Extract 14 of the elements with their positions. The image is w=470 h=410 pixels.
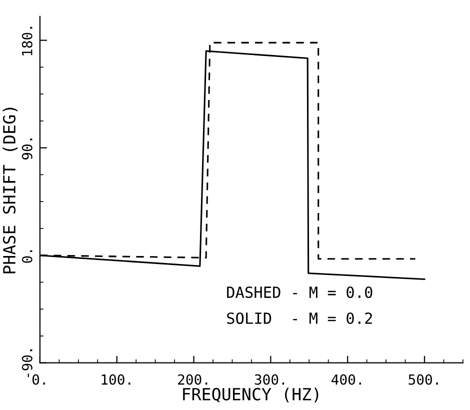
y-tick-label: 90. bbox=[22, 138, 32, 160]
x-tick-label: 400. bbox=[332, 374, 361, 385]
x-tick-label: 200. bbox=[178, 374, 208, 385]
x-tick-label: 300. bbox=[254, 374, 284, 385]
x-tick-label: 500. bbox=[408, 374, 438, 385]
annotation: SOLID - M = 0.2 bbox=[227, 312, 372, 324]
y-tick-label: 180. bbox=[22, 26, 32, 56]
x-tick-label: 100. bbox=[102, 374, 130, 385]
y-tick-label: 0. bbox=[22, 250, 32, 263]
y-tick-label: -90. bbox=[22, 349, 32, 378]
y-axis-title: PHASE SHIFT (DEG) bbox=[2, 108, 18, 274]
x-tick-label: 0. bbox=[32, 374, 45, 385]
x-axis-title: FREQUENCY (HZ) bbox=[183, 388, 318, 402]
annotation: DASHED - M = 0.0 bbox=[227, 286, 372, 298]
